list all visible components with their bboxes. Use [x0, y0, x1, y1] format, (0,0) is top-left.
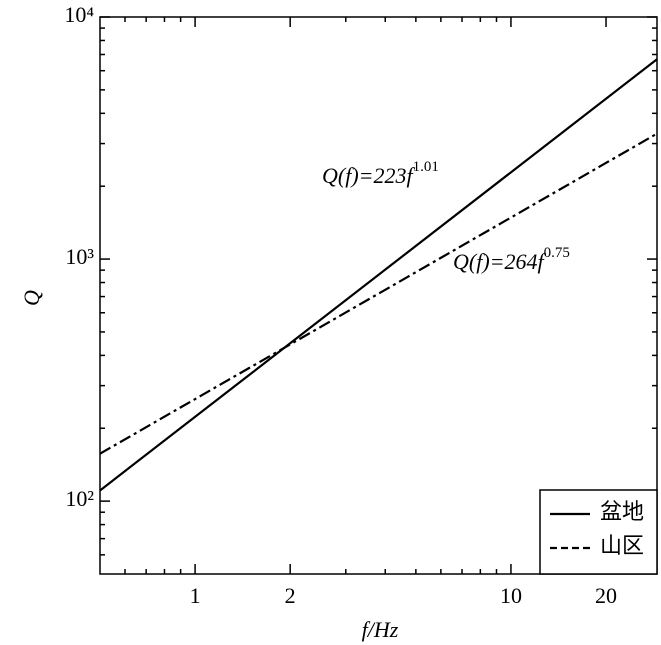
legend-label: 山区	[600, 533, 644, 558]
x-tick-label: 10	[500, 583, 522, 608]
annotation-text: Q(f)=264f	[453, 249, 546, 274]
x-axis-label: f/Hz	[362, 617, 399, 642]
y-tick-label: 10³	[65, 244, 94, 269]
x-tick-label: 1	[190, 583, 201, 608]
legend-label: 盆地	[600, 499, 644, 524]
y-tick-label: 10⁴	[64, 2, 94, 27]
y-tick-label: 10²	[65, 486, 94, 511]
annotation: Q(f)=223f1.01	[322, 159, 439, 188]
x-tick-label: 20	[595, 583, 617, 608]
series-line	[99, 58, 658, 492]
plot-frame	[99, 16, 658, 575]
annotation-exponent: 1.01	[413, 159, 439, 175]
annotation-text: Q(f)=223f	[322, 163, 415, 188]
series-line	[99, 132, 658, 455]
annotation: Q(f)=264f0.75	[453, 245, 570, 274]
x-tick-label: 2	[285, 583, 296, 608]
legend-box	[539, 489, 658, 575]
annotation-exponent: 0.75	[544, 245, 570, 261]
y-axis-label: Q	[19, 290, 44, 306]
